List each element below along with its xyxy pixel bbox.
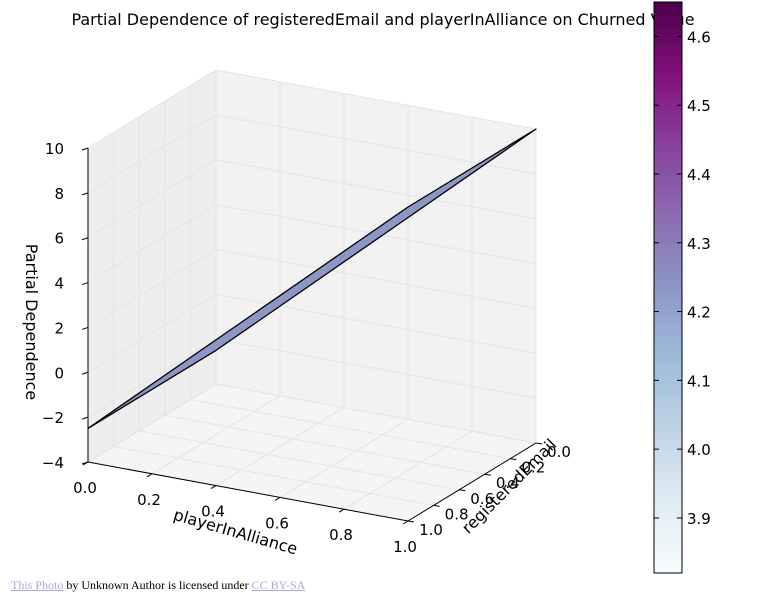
y-tick-mark-0	[535, 442, 543, 445]
y-tick-mark-2	[484, 473, 491, 476]
colorbar-tick-label-3: 4.2	[687, 304, 711, 322]
y-tick-label-2: 0.4	[496, 474, 520, 492]
colorbar-tick-label-7: 4.6	[687, 28, 711, 46]
y-axis-line	[407, 442, 537, 522]
z-tick-mark-1	[81, 416, 89, 420]
surface-plane	[87, 128, 537, 430]
x-tick-mark-1	[146, 473, 153, 478]
x-tick-label-3: 0.6	[265, 514, 289, 532]
license-link[interactable]: CC BY-SA	[251, 578, 306, 592]
z-tick-mark-7	[81, 147, 89, 151]
y-tick-mark-4	[433, 504, 440, 507]
x-tick-label-1: 0.2	[137, 491, 161, 509]
credit-text: by Unknown Author is licensed under	[63, 578, 252, 592]
z-gridline-2	[87, 293, 537, 373]
z-tick-mark-2	[81, 371, 89, 375]
z-gridline-4	[87, 204, 537, 284]
z-gridline-3	[87, 248, 537, 328]
x-tick-label-0: 0.0	[73, 479, 97, 497]
z-tick-mark-3	[81, 326, 89, 330]
colorbar-tick-label-6: 4.5	[687, 97, 711, 115]
colorbar-tick-label-5: 4.4	[687, 166, 711, 184]
x-tick-mark-3	[274, 496, 281, 501]
y-tick-label-0: 0.0	[547, 443, 571, 461]
z-tick-label-6: 8	[54, 185, 64, 203]
y-tick-label-5: 1.0	[419, 521, 443, 539]
z-tick-mark-5	[81, 237, 89, 241]
photo-link[interactable]: This Photo	[11, 578, 64, 592]
x-axis-line	[87, 461, 409, 522]
z-gridline-7	[87, 69, 537, 149]
chart-title: Partial Dependence of registeredEmail an…	[71, 10, 694, 29]
right-back-pane	[216, 70, 536, 443]
z-tick-mark-0	[81, 461, 89, 465]
z-tick-mark-4	[81, 282, 89, 286]
z-tick-label-1: −2	[42, 409, 64, 427]
z-gridline-0	[87, 383, 537, 463]
colorbar-tick-label-1: 4.0	[687, 441, 711, 459]
x-tick-label-2: 0.4	[201, 503, 225, 521]
y-tick-mark-5	[407, 520, 415, 523]
z-tick-label-0: −4	[42, 454, 64, 472]
z-gridline-6	[87, 114, 537, 194]
z-axis-label: Partial Dependence	[22, 244, 41, 400]
y-tick-label-1: 0.2	[521, 459, 545, 477]
axis-grid	[87, 69, 537, 522]
axis-panes	[88, 70, 536, 521]
colorbar-tick-label-2: 4.1	[687, 372, 711, 390]
z-tick-label-4: 4	[54, 275, 64, 293]
x-tick-mark-2	[210, 485, 217, 490]
z-tick-label-3: 2	[54, 319, 64, 337]
colorbar-tick-label-4: 4.3	[687, 235, 711, 253]
z-tick-mark-6	[81, 192, 89, 196]
colorbar-tick-label-0: 3.9	[687, 510, 711, 528]
x-tick-mark-4	[338, 508, 345, 513]
x-tick-mark-5	[402, 520, 409, 525]
floor-pane	[88, 384, 536, 521]
z-tick-label-5: 6	[54, 230, 64, 248]
y-tick-label-3: 0.6	[470, 490, 494, 508]
x-tick-label-5: 1.0	[393, 538, 417, 556]
colorbar-gradient	[653, 1, 683, 574]
x-tick-label-4: 0.8	[329, 526, 353, 544]
y-tick-label-4: 0.8	[445, 505, 469, 523]
z-tick-label-2: 0	[54, 364, 64, 382]
surface-layer	[87, 128, 537, 430]
photo-credit: This Photo by Unknown Author is licensed…	[11, 578, 305, 593]
colorbar: 3.9 4.0 4.1 4.2 4.3 4.4 4.5 4.6	[653, 1, 711, 574]
y-tick-mark-3	[459, 489, 466, 492]
z-tick-label-7: 10	[45, 140, 64, 158]
y-tick-mark-1	[510, 458, 517, 461]
axis-ticks: 0.00.20.40.60.81.00.00.20.40.60.81.0−4−2…	[42, 140, 571, 556]
